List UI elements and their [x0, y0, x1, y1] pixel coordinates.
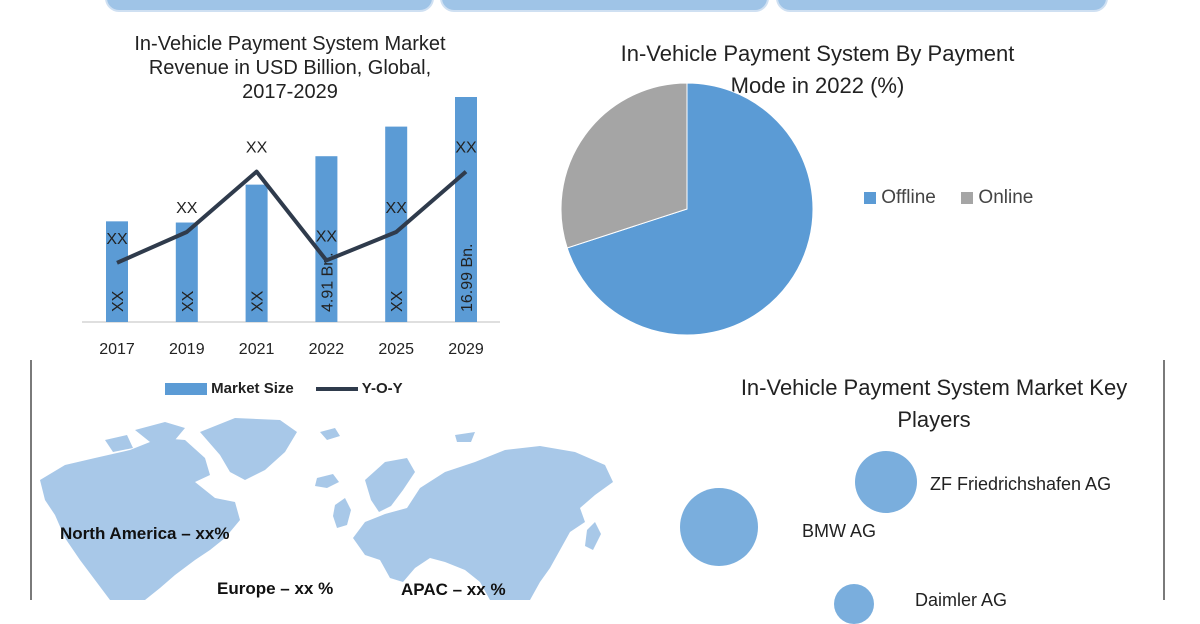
bar-chart-title: In-Vehicle Payment System Market Revenue… — [90, 32, 490, 104]
yoy-data-label: XX — [176, 200, 198, 217]
pie-chart — [560, 82, 814, 336]
legend-market-size-label: Market Size — [211, 380, 294, 397]
pie-legend: Offline Online — [864, 187, 1033, 209]
map-uk — [333, 498, 351, 528]
x-tick-label: 2025 — [378, 341, 414, 358]
pie-chart-title-line-1: In-Vehicle Payment System By Payment — [620, 41, 1015, 66]
legend-online-swatch — [961, 191, 974, 204]
x-tick-label: 2017 — [99, 341, 135, 358]
region-north-america: North America – xx% — [60, 524, 230, 543]
player-label-daimler: Daimler AG — [915, 590, 1008, 610]
player-bubble-zf — [855, 451, 917, 513]
x-tick-label: 2021 — [239, 341, 275, 358]
map-greenland — [200, 418, 297, 480]
bar-inner-label: XX — [250, 290, 267, 312]
bar-chart-title-line-1: In-Vehicle Payment System Market — [134, 33, 446, 55]
bar-inner-label: XX — [389, 290, 406, 312]
yoy-data-label: XX — [386, 200, 408, 217]
pie-chart-title-line-2: Mode in 2022 (%) — [730, 73, 905, 98]
yoy-line — [116, 169, 468, 265]
bar-inner-label: 16.99 Bn. — [459, 244, 476, 313]
region-apac: APAC – xx % — [401, 580, 506, 599]
bar-chart-title-line-2: Revenue in USD Billion, Global, — [148, 57, 432, 79]
bar-2025 — [385, 126, 408, 323]
pie-slice-offline — [566, 82, 814, 336]
legend-offline-swatch — [864, 191, 876, 204]
map-japan — [585, 522, 601, 550]
bar-chart-title-line-3: 2017-2029 — [242, 81, 338, 103]
bar-2019 — [175, 222, 198, 322]
x-tick-label: 2022 — [309, 341, 345, 358]
legend-yoy-label: Y-O-Y — [361, 380, 403, 397]
map-arctic-islands — [105, 422, 185, 452]
legend-market-size-swatch — [165, 383, 207, 396]
region-europe: Europe – xx % — [217, 579, 334, 598]
map-arctic-bits — [320, 428, 475, 442]
bar-inner-label: XX — [110, 290, 127, 312]
map-scandinavia — [365, 458, 415, 512]
key-players-title: In-Vehicle Payment System Market Key Pla… — [700, 372, 1168, 436]
player-label-bmw: BMW AG — [802, 521, 877, 541]
key-players-title-line-2: Players — [897, 407, 971, 432]
pie-slice-online — [560, 82, 688, 249]
bar-chart: 2017 XX 2019 XX 2021 XX 2022 4.91 Bn. 2025 XX 2029… — [82, 97, 500, 358]
yoy-data-label: XX — [316, 228, 338, 245]
bar-2021 — [245, 184, 268, 322]
yoy-data-label: XX — [106, 231, 128, 248]
legend-online-label: Online — [978, 187, 1034, 208]
bar-inner-label: 4.91 Bn. — [319, 252, 336, 312]
yoy-data-label: XX — [455, 140, 477, 157]
x-tick-label: 2019 — [169, 341, 205, 358]
key-players-title-line-1: In-Vehicle Payment System Market Key — [740, 375, 1128, 400]
map-landmasses — [40, 418, 613, 600]
header-tab-3 — [776, 0, 1108, 12]
bar-2022 — [315, 156, 338, 322]
frame-right-border — [1163, 360, 1165, 600]
player-label-zf: ZF Friedrichshafen AG — [930, 474, 1112, 494]
map-eurasia — [353, 446, 613, 600]
player-bubble-bmw — [680, 488, 758, 566]
frame-left-border — [30, 360, 32, 600]
bar-2029 — [455, 97, 477, 322]
bar-chart-legend: Market Size Y-O-Y — [165, 380, 403, 397]
x-tick-label: 2029 — [448, 341, 484, 358]
bar-2017 — [106, 221, 128, 322]
map-iceland — [315, 474, 339, 488]
legend-yoy-swatch — [315, 387, 358, 392]
player-bubble-daimler — [834, 584, 874, 624]
pie-chart-title: In-Vehicle Payment System By Payment Mod… — [585, 38, 1050, 102]
world-map — [40, 418, 613, 600]
map-north-america — [40, 438, 240, 600]
bar-inner-label: XX — [180, 290, 197, 312]
yoy-data-label: XX — [246, 140, 268, 157]
legend-offline-label: Offline — [881, 187, 936, 208]
